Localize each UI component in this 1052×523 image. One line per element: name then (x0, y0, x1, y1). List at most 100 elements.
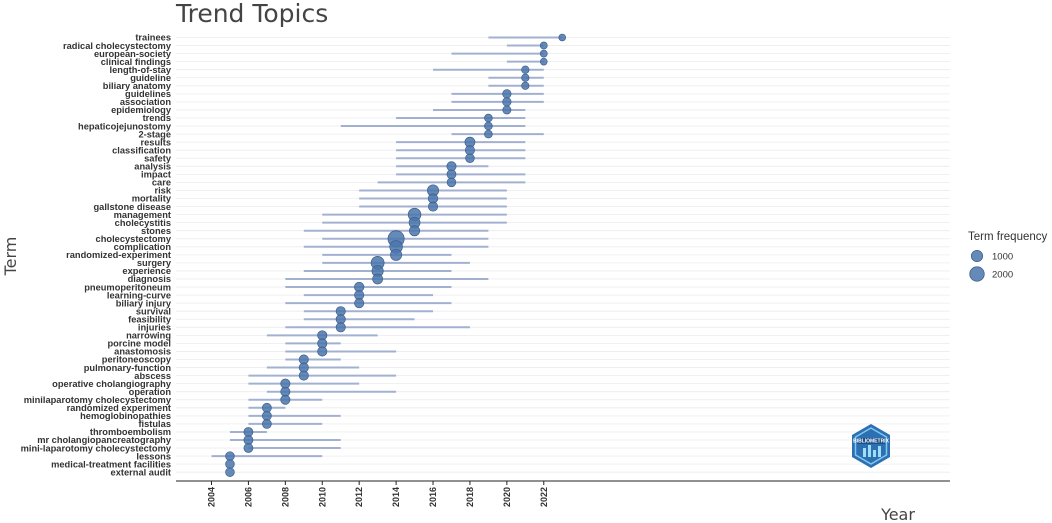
term-label: biliary injury (116, 298, 172, 308)
term-point (465, 153, 475, 163)
term-label: risk (154, 186, 171, 196)
term-point (539, 57, 548, 66)
x-tick-label: 2006 (243, 487, 253, 507)
term-point (502, 89, 512, 99)
term-label: experience (122, 266, 171, 276)
term-point (558, 33, 567, 42)
term-label: complication (114, 242, 172, 252)
term-point (464, 145, 475, 156)
term-label: external audit (111, 467, 171, 477)
term-label: analysis (134, 162, 171, 172)
term-points (225, 33, 567, 477)
term-point (446, 169, 457, 180)
term-point (521, 65, 530, 74)
legend-marker-2000 (969, 266, 985, 282)
x-axis-ticks: 2004 2006 2008 2010 2012 2014 2016 2018 2020 2022 (207, 481, 549, 507)
term-label: feasibility (128, 314, 172, 324)
term-point (409, 225, 421, 237)
term-label: hepaticojejunostomy (78, 121, 172, 131)
logo-text: BIBLIOMETRIX (853, 439, 889, 445)
term-point (335, 322, 346, 333)
term-label: mortality (132, 194, 172, 204)
term-point (521, 81, 530, 90)
x-tick-label: 2004 (207, 487, 217, 507)
term-label: peritoneoscopy (102, 355, 172, 365)
term-label: anastomosis (114, 347, 171, 357)
term-point (390, 248, 403, 261)
term-label: care (152, 178, 171, 188)
term-label: pulmonary-function (84, 363, 172, 373)
term-label: biliary anatomy (103, 81, 172, 91)
term-label: clinical findings (101, 57, 171, 67)
term-label: mini-laparotomy cholecystectomy (21, 443, 172, 453)
term-label: surgery (137, 258, 172, 268)
term-label: randomized experiment (67, 403, 171, 413)
term-label: medical-treatment facilities (51, 459, 171, 469)
term-label: gallstone disease (93, 202, 171, 212)
term-label: guidelines (125, 89, 171, 99)
term-label: management (114, 210, 171, 220)
term-point (484, 113, 493, 123)
term-label: operative cholangiography (52, 379, 172, 389)
term-point (354, 298, 365, 309)
x-tick-label: 2022 (539, 487, 549, 507)
term-label: thromboembolism (90, 427, 171, 437)
term-point (539, 49, 548, 58)
term-label: length-of-stay (110, 65, 172, 75)
term-label: guideline (130, 73, 171, 83)
term-label: operation (129, 387, 172, 397)
term-point (502, 105, 512, 115)
chart-title: Trend Topics (175, 0, 328, 28)
term-point (372, 273, 384, 285)
term-label: porcine model (107, 339, 171, 349)
term-label: epidemiology (111, 105, 172, 115)
term-label: lessons (136, 451, 171, 461)
term-point (484, 121, 493, 131)
term-label: european-society (94, 49, 172, 59)
y-axis-title: Term (1, 237, 20, 277)
term-label: safety (144, 153, 172, 163)
legend-marker-1000 (970, 249, 984, 263)
term-label: abscess (134, 371, 171, 381)
x-axis-title: Year (880, 505, 915, 523)
x-tick-label: 2008 (280, 487, 290, 507)
x-tick-label: 2020 (502, 487, 512, 507)
legend: Term frequency 1000 2000 (968, 231, 1048, 282)
term-label: narrowing (126, 331, 171, 341)
term-label: 2-stage (138, 129, 171, 139)
term-label: pneumoperitoneum (84, 282, 171, 292)
term-point (428, 201, 439, 212)
term-label: results (141, 137, 172, 147)
term-point (280, 394, 291, 405)
term-point (502, 97, 512, 107)
term-label: association (120, 97, 171, 107)
term-label: diagnosis (128, 274, 171, 284)
term-point (446, 177, 457, 188)
x-tick-label: 2012 (354, 487, 364, 507)
legend-label-1000: 1000 (992, 252, 1013, 263)
term-label: trends (143, 113, 171, 123)
x-tick-label: 2018 (465, 487, 475, 507)
term-point (521, 73, 530, 82)
term-label: learning-curve (107, 290, 171, 300)
term-label: hemoglobinopathies (80, 411, 171, 421)
term-label: randomized-experiment (66, 250, 171, 260)
term-label: stones (141, 226, 171, 236)
term-label: minilaparotomy cholecystectomy (24, 395, 172, 405)
term-point (225, 467, 235, 477)
term-point (225, 451, 235, 461)
legend-title: Term frequency (968, 231, 1048, 243)
term-point (484, 129, 493, 139)
term-label: trainees (135, 33, 171, 43)
x-tick-label: 2014 (391, 487, 401, 507)
term-label: cholecystectomy (96, 234, 172, 244)
term-label: radical cholecystectomy (63, 41, 172, 51)
term-point (262, 419, 272, 429)
term-label: classification (112, 145, 171, 155)
term-point (317, 346, 328, 357)
term-point (243, 443, 254, 453)
term-label: injuries (138, 323, 171, 333)
term-point (539, 41, 548, 50)
